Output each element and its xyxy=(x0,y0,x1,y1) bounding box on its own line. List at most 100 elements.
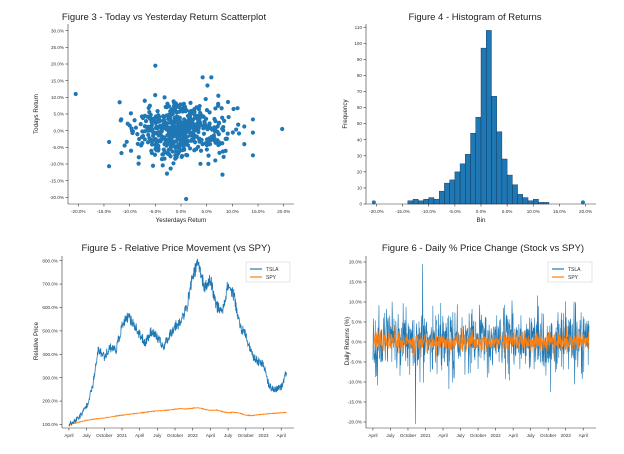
scatter-point xyxy=(178,102,184,107)
scatter-points xyxy=(73,63,285,202)
daily-change-y-tick-label: -5.0% xyxy=(350,360,362,365)
histogram-bar xyxy=(428,197,435,205)
scatter-point xyxy=(203,96,208,102)
histogram-bar xyxy=(533,198,539,205)
relative-price-x-tick-label: April xyxy=(206,433,215,438)
scatter-point xyxy=(201,131,207,136)
scatter-point xyxy=(207,110,212,115)
scatter-point xyxy=(194,134,199,139)
scatter-point xyxy=(147,136,152,141)
scatter-y-tick-label: 30.0% xyxy=(51,28,64,33)
histogram-y-tick-label: 110 xyxy=(355,25,363,30)
scatter-point xyxy=(221,154,226,159)
scatter-point xyxy=(162,142,167,147)
scatter-point xyxy=(187,109,193,114)
scatter-point xyxy=(173,153,178,158)
scatter-point xyxy=(153,125,158,131)
scatter-point xyxy=(106,164,112,169)
scatter-x-tick-label: 5.0% xyxy=(201,209,211,214)
scatter-point xyxy=(192,122,197,127)
scatter-y-tick-label: 20.0% xyxy=(51,62,64,67)
scatter-y-tick-label: 25.0% xyxy=(51,45,64,50)
scatter-point xyxy=(188,113,193,118)
scatter-point xyxy=(157,124,162,129)
histogram-x-tick-label: -10.0% xyxy=(421,209,436,214)
scatter-point xyxy=(182,126,187,131)
scatter-point xyxy=(216,93,221,98)
scatter-y-tick-label: 10.0% xyxy=(51,95,64,100)
scatter-x-tick-label: -20.0% xyxy=(71,209,86,214)
daily-change-x-tick-label: October xyxy=(470,433,487,438)
scatter-point xyxy=(221,124,226,130)
daily-change-y-tick-label: -10.0% xyxy=(347,380,362,385)
scatter-point xyxy=(173,145,178,151)
scatter-point xyxy=(181,130,186,135)
scatter-point xyxy=(143,119,149,124)
histogram-y-tick-label: 60 xyxy=(357,105,363,110)
scatter-point xyxy=(158,118,163,124)
histogram-chart-title: Figure 4 - Histogram of Returns xyxy=(408,12,541,23)
daily-change-x-tick-label: 2021 xyxy=(420,433,431,438)
scatter-point xyxy=(117,100,122,105)
histogram-bar xyxy=(449,179,456,205)
histogram-x-tick-label: 20.0% xyxy=(579,209,592,214)
histogram-y-tick-label: 20 xyxy=(357,169,363,174)
scatter-point xyxy=(160,136,165,141)
scatter-plot-area xyxy=(68,24,294,204)
relative-price-x-tick-label: 2021 xyxy=(117,433,128,438)
scatter-point xyxy=(165,151,170,156)
relative-price-x-tick-label: April xyxy=(135,433,144,438)
spy-daily-line xyxy=(372,325,590,359)
scatter-point xyxy=(171,161,176,166)
scatter-point xyxy=(160,152,165,157)
scatter-point xyxy=(146,132,151,137)
relative-price-x-tick-label: 2022 xyxy=(188,433,199,438)
scatter-point xyxy=(170,149,175,154)
relative-price-y-label: Relative Price xyxy=(33,321,40,360)
histogram-outlier-point xyxy=(371,200,376,205)
scatter-point xyxy=(142,137,147,142)
scatter-point xyxy=(176,129,181,135)
histogram-y-tick-label: 0 xyxy=(359,202,362,207)
relative-price-y-tick-label: 300.0% xyxy=(42,375,58,380)
scatter-point xyxy=(250,153,256,158)
tsla-relative-line xyxy=(68,258,288,428)
histogram-x-tick-label: -5.0% xyxy=(449,209,461,214)
scatter-point xyxy=(217,140,222,145)
daily-change-y-tick-label: -20.0% xyxy=(347,420,362,425)
scatter-point xyxy=(166,116,171,122)
scatter-point xyxy=(169,128,174,133)
relative-price-x-tick-label: 2023 xyxy=(258,433,269,438)
scatter-point xyxy=(217,150,222,155)
scatter-point xyxy=(124,139,129,144)
relative-price-y-tick-label: 200.0% xyxy=(42,399,58,404)
scatter-point xyxy=(73,91,78,97)
scatter-point xyxy=(212,116,217,122)
daily-change-x-tick-label: October xyxy=(400,433,417,438)
scatter-point xyxy=(161,126,166,131)
histogram-outlier-point xyxy=(580,200,585,205)
histogram-bar xyxy=(480,47,487,205)
histogram-x-tick-label: 5.0% xyxy=(502,209,512,214)
scatter-point xyxy=(170,120,175,125)
relative-price-x-tick-label: October xyxy=(238,433,255,438)
scatter-point xyxy=(171,100,177,105)
scatter-point xyxy=(150,163,156,168)
scatter-x-ticks: -20.0% -15.0% -10.0% -5.0% 0.0% 5.0% 10.0% 15.0… xyxy=(71,204,290,214)
histogram-y-tick-label: 40 xyxy=(357,137,363,142)
scatter-x-tick-label: 10.0% xyxy=(226,209,239,214)
scatter-point xyxy=(250,130,256,135)
scatter-point xyxy=(135,141,140,147)
scatter-point xyxy=(138,122,143,127)
scatter-point xyxy=(242,124,247,129)
scatter-point xyxy=(162,119,167,125)
daily-change-x-tick-label: April xyxy=(438,433,447,438)
scatter-point xyxy=(219,106,224,111)
scatter-point xyxy=(118,118,123,123)
histogram-x-tick-label: -20.0% xyxy=(369,209,384,214)
relative-price-y-tick-label: 600.0% xyxy=(42,305,58,310)
scatter-point xyxy=(225,99,231,105)
scatter-point xyxy=(146,105,151,111)
scatter-chart: Figure 3 - Today vs Yesterday Return Sca… xyxy=(33,12,294,224)
histogram-bar xyxy=(501,158,508,205)
